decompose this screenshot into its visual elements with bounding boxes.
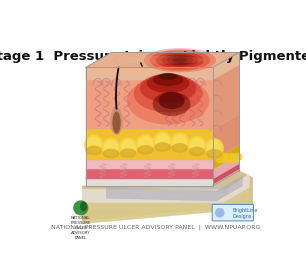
- Polygon shape: [86, 184, 213, 186]
- Ellipse shape: [103, 140, 119, 156]
- Ellipse shape: [112, 112, 121, 134]
- Ellipse shape: [189, 147, 205, 156]
- Ellipse shape: [156, 52, 204, 69]
- Polygon shape: [86, 171, 239, 186]
- Ellipse shape: [189, 138, 205, 154]
- Ellipse shape: [110, 107, 123, 135]
- Polygon shape: [86, 68, 213, 129]
- Ellipse shape: [120, 148, 136, 158]
- Ellipse shape: [170, 132, 189, 153]
- Ellipse shape: [134, 75, 203, 112]
- Polygon shape: [86, 179, 213, 186]
- Ellipse shape: [140, 74, 196, 103]
- Polygon shape: [86, 160, 213, 169]
- Ellipse shape: [161, 54, 199, 67]
- Ellipse shape: [205, 138, 224, 159]
- Ellipse shape: [206, 149, 222, 159]
- Ellipse shape: [118, 56, 207, 64]
- Ellipse shape: [147, 74, 189, 93]
- Ellipse shape: [86, 137, 101, 153]
- Polygon shape: [106, 176, 242, 201]
- Text: NATIONAL
PRESSURE
ULCER
ADVISORY
PANEL: NATIONAL PRESSURE ULCER ADVISORY PANEL: [70, 216, 91, 240]
- Ellipse shape: [103, 149, 119, 158]
- Polygon shape: [99, 160, 239, 186]
- Ellipse shape: [80, 202, 87, 211]
- Ellipse shape: [73, 200, 88, 215]
- Polygon shape: [86, 52, 239, 68]
- Ellipse shape: [144, 48, 216, 72]
- Ellipse shape: [127, 76, 209, 125]
- Ellipse shape: [215, 153, 229, 163]
- Ellipse shape: [84, 134, 103, 155]
- FancyBboxPatch shape: [212, 205, 253, 221]
- Polygon shape: [86, 68, 213, 80]
- Ellipse shape: [207, 140, 222, 157]
- Ellipse shape: [229, 153, 242, 163]
- Ellipse shape: [222, 153, 235, 163]
- Ellipse shape: [215, 208, 225, 217]
- Ellipse shape: [172, 143, 188, 153]
- Ellipse shape: [137, 145, 154, 155]
- Polygon shape: [86, 129, 213, 160]
- Ellipse shape: [136, 134, 155, 155]
- Ellipse shape: [172, 57, 188, 63]
- Polygon shape: [213, 164, 239, 184]
- Polygon shape: [213, 52, 239, 129]
- Polygon shape: [82, 188, 253, 224]
- Ellipse shape: [159, 73, 178, 80]
- Text: Stage 1  Pressure Injury - Lightly Pigmented: Stage 1 Pressure Injury - Lightly Pigmen…: [0, 50, 306, 62]
- Ellipse shape: [153, 92, 191, 116]
- Ellipse shape: [187, 136, 207, 156]
- Ellipse shape: [153, 74, 183, 86]
- Ellipse shape: [172, 134, 187, 151]
- Polygon shape: [213, 145, 239, 169]
- Ellipse shape: [86, 146, 102, 155]
- Ellipse shape: [138, 136, 153, 153]
- Polygon shape: [86, 169, 213, 179]
- Ellipse shape: [111, 51, 213, 69]
- Text: BrightLine
Designs: BrightLine Designs: [232, 208, 257, 219]
- Polygon shape: [82, 174, 249, 210]
- Polygon shape: [213, 154, 239, 179]
- Ellipse shape: [101, 138, 121, 158]
- Ellipse shape: [121, 140, 136, 156]
- Polygon shape: [82, 171, 253, 220]
- Ellipse shape: [155, 133, 170, 150]
- Ellipse shape: [119, 137, 138, 158]
- Polygon shape: [213, 169, 239, 186]
- Polygon shape: [213, 52, 239, 80]
- Polygon shape: [213, 171, 239, 186]
- Polygon shape: [213, 114, 239, 160]
- Ellipse shape: [153, 131, 172, 152]
- Ellipse shape: [150, 50, 210, 71]
- Polygon shape: [86, 177, 227, 193]
- Ellipse shape: [167, 55, 193, 65]
- Text: NATIONAL PRESSURE ULCER ADVISORY PANEL  |  WWW.NPUAP.ORG: NATIONAL PRESSURE ULCER ADVISORY PANEL |…: [51, 224, 260, 230]
- Ellipse shape: [154, 142, 171, 152]
- Ellipse shape: [159, 92, 185, 109]
